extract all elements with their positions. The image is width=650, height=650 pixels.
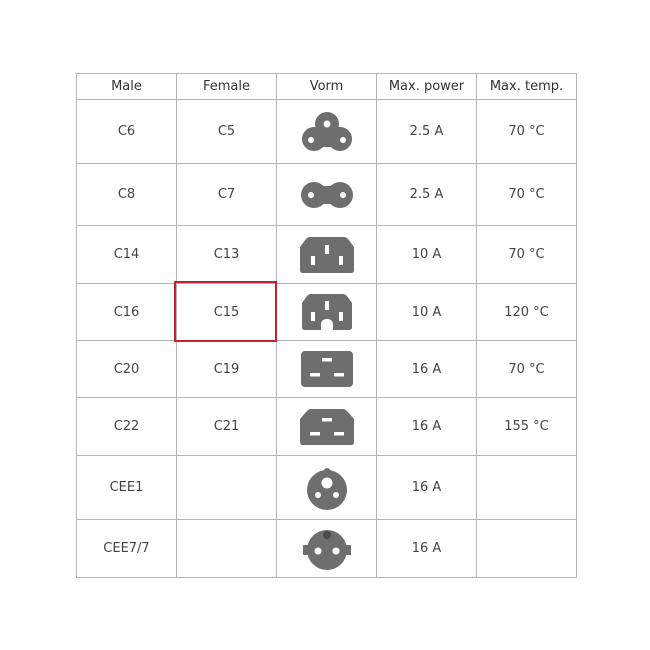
shape-cell <box>276 225 377 284</box>
male-cell: C20 <box>76 340 177 398</box>
iec-c21-icon <box>277 407 376 447</box>
shape-cell <box>276 519 377 578</box>
female-cell: C21 <box>176 397 277 456</box>
table-row: CEE7/7 16 A <box>76 519 577 578</box>
cee1-plug-icon <box>277 464 376 512</box>
max-temp-cell: 70 °C <box>476 99 577 164</box>
max-temp-cell: 70 °C <box>476 340 577 398</box>
max-temp-cell <box>476 519 577 578</box>
header-male: Male <box>76 73 177 100</box>
table-row: C14 C13 10 A 70 °C <box>76 225 577 284</box>
max-temp-cell: 70 °C <box>476 225 577 284</box>
max-temp-cell: 70 °C <box>476 163 577 226</box>
header-row: Male Female Vorm Max. power Max. temp. <box>76 73 577 100</box>
female-cell: C15 <box>176 283 277 341</box>
male-cell: C6 <box>76 99 177 164</box>
table-row: C22 C21 16 A 155 °C <box>76 397 577 456</box>
header-max-power: Max. power <box>376 73 477 100</box>
max-power-cell: 16 A <box>376 519 477 578</box>
female-cell: C7 <box>176 163 277 226</box>
max-power-cell: 16 A <box>376 397 477 456</box>
max-power-cell: 2.5 A <box>376 99 477 164</box>
female-cell: C13 <box>176 225 277 284</box>
male-cell: C14 <box>76 225 177 284</box>
shape-cell <box>276 163 377 226</box>
iec-c5-cloverleaf-icon <box>277 111 376 153</box>
female-cell <box>176 519 277 578</box>
max-temp-cell: 120 °C <box>476 283 577 341</box>
max-temp-cell <box>476 455 577 520</box>
shape-cell <box>276 99 377 164</box>
female-cell <box>176 455 277 520</box>
male-cell: CEE7/7 <box>76 519 177 578</box>
male-cell: CEE1 <box>76 455 177 520</box>
iec-c13-icon <box>277 235 376 275</box>
iec-c19-icon <box>277 349 376 389</box>
female-cell: C19 <box>176 340 277 398</box>
table-row: CEE1 16 A <box>76 455 577 520</box>
shape-cell <box>276 397 377 456</box>
male-cell: C22 <box>76 397 177 456</box>
connector-table: Male Female Vorm Max. power Max. temp. C… <box>76 73 577 578</box>
shape-cell <box>276 283 377 341</box>
male-cell: C8 <box>76 163 177 226</box>
max-power-cell: 16 A <box>376 340 477 398</box>
max-power-cell: 10 A <box>376 283 477 341</box>
cee7-7-schuko-icon <box>277 526 376 572</box>
max-power-cell: 2.5 A <box>376 163 477 226</box>
shape-cell <box>276 340 377 398</box>
iec-c7-figure8-icon <box>277 180 376 210</box>
header-vorm: Vorm <box>276 73 377 100</box>
header-female: Female <box>176 73 277 100</box>
male-cell: C16 <box>76 283 177 341</box>
iec-c15-icon <box>277 292 376 332</box>
table-row: C20 C19 16 A 70 °C <box>76 340 577 398</box>
table-row: C8 C7 2.5 A 70 °C <box>76 163 577 226</box>
shape-cell <box>276 455 377 520</box>
table-row: C6 C5 2.5 A 70 °C <box>76 99 577 164</box>
max-power-cell: 10 A <box>376 225 477 284</box>
table-row: C16 C15 10 A 120 °C <box>76 283 577 341</box>
max-power-cell: 16 A <box>376 455 477 520</box>
header-max-temp: Max. temp. <box>476 73 577 100</box>
female-cell: C5 <box>176 99 277 164</box>
max-temp-cell: 155 °C <box>476 397 577 456</box>
